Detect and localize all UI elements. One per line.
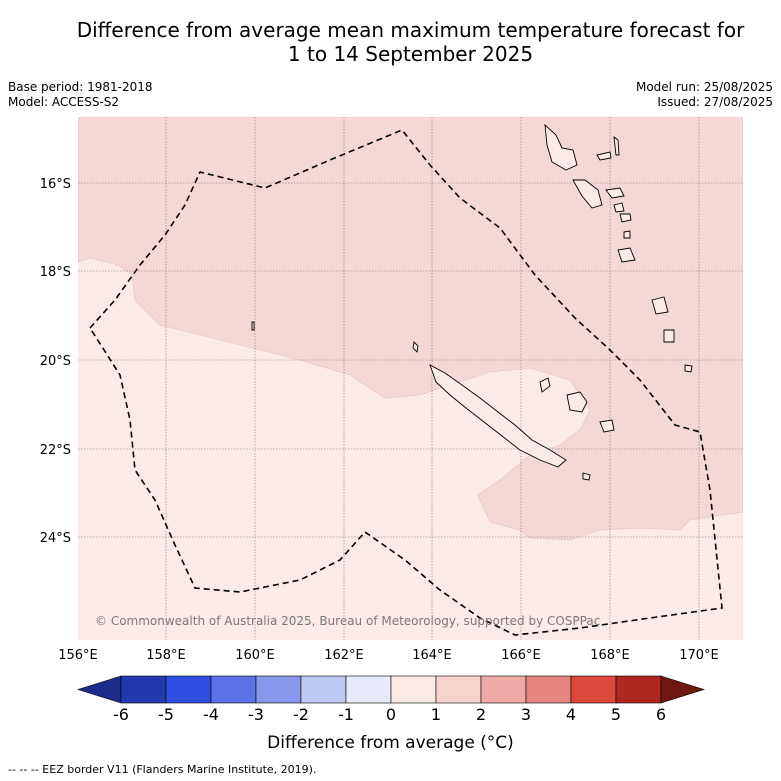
chesterfield-islet	[251, 321, 255, 331]
ouvea-island	[539, 377, 551, 393]
lat-label: 22°S	[40, 443, 71, 458]
colorbar-box	[300, 675, 347, 704]
lat-label: 20°S	[40, 354, 71, 369]
belep-island	[412, 341, 419, 353]
meta-left: Base period: 1981-2018 Model: ACCESS-S2	[8, 80, 153, 110]
model-name: Model: ACCESS-S2	[8, 95, 120, 109]
erromango-island	[617, 247, 636, 263]
colorbar-boxes	[76, 675, 706, 704]
lon-label: 156°E	[58, 648, 98, 663]
espiritu-santo-island	[544, 123, 578, 171]
malo-island	[596, 151, 612, 161]
landmasses	[251, 123, 693, 481]
walpole-island	[684, 364, 693, 373]
lat-labels: 16°S 18°S 20°S 22°S 24°S	[40, 177, 71, 546]
colorbar-tick-label: -4	[203, 705, 219, 724]
colorbar-tick-label: -3	[248, 705, 264, 724]
lon-labels: 156°E 158°E 160°E 162°E 164°E 166°E 168°…	[58, 648, 719, 663]
base-period: Base period: 1981-2018	[8, 80, 153, 94]
isle-of-pines-island	[582, 472, 591, 481]
colorbar-tick-label: 2	[476, 705, 486, 724]
copyright-text: © Commonwealth of Australia 2025, Bureau…	[95, 614, 600, 628]
colorbar-box	[390, 675, 437, 704]
lifou-island	[566, 391, 588, 413]
malakula-island	[572, 179, 603, 209]
lat-label: 24°S	[40, 531, 71, 546]
colorbar-label: Difference from average (°C)	[267, 733, 514, 753]
eez-legend: -- -- -- EEZ border V11 (Flanders Marine…	[8, 763, 317, 776]
grid-lines	[78, 117, 743, 640]
model-run: Model run: 25/08/2025	[635, 80, 773, 94]
colorbar-ticks: -6 -5 -4 -3 -2 -1 0 1 2 3 4 5 6	[113, 705, 666, 724]
colorbar-tick-label: -2	[293, 705, 309, 724]
lat-label: 18°S	[40, 265, 71, 280]
colorbar-tick-label: -6	[113, 705, 129, 724]
new-caledonia-island	[429, 364, 567, 468]
colorbar-box	[435, 675, 482, 704]
title-line-2: 1 to 14 September 2025	[287, 42, 534, 66]
colorbar-box	[120, 675, 167, 704]
lat-label: 16°S	[40, 177, 71, 192]
efate-island	[619, 213, 632, 223]
issued-date: Issued: 27/08/2025	[657, 95, 773, 109]
lon-label: 160°E	[235, 648, 275, 663]
hunter-island	[663, 329, 675, 343]
colorbar-extend-high	[660, 675, 706, 704]
lon-label: 164°E	[412, 648, 452, 663]
colorbar-tick-label: 5	[611, 705, 621, 724]
colorbar-tick-label: 6	[656, 705, 666, 724]
colorbar-box	[255, 675, 302, 704]
tanna-island	[623, 230, 631, 239]
colorbar-box	[480, 675, 527, 704]
title-line-1: Difference from average mean maximum tem…	[76, 18, 745, 42]
colorbar-tick-label: -5	[158, 705, 174, 724]
colorbar-box	[570, 675, 617, 704]
colorbar-extend-low	[76, 675, 122, 704]
colorbar-box	[165, 675, 212, 704]
mare-island	[599, 419, 615, 433]
pentecost-island	[613, 136, 620, 156]
colorbar-box	[210, 675, 257, 704]
colorbar-tick-label: 0	[386, 705, 396, 724]
colorbar-tick-label: 1	[431, 705, 441, 724]
eez-border	[88, 129, 723, 636]
ambrym-island	[605, 187, 625, 199]
colorbar-box	[525, 675, 572, 704]
lon-label: 168°E	[590, 648, 630, 663]
colorbar-tick-label: 4	[566, 705, 576, 724]
meta-right: Model run: 25/08/2025 Issued: 27/08/2025	[636, 80, 773, 110]
colorbar-tick-label: -1	[338, 705, 354, 724]
epi-island	[613, 202, 625, 213]
colorbar-box	[615, 675, 662, 704]
lon-label: 166°E	[501, 648, 541, 663]
region-1-to-2	[78, 117, 743, 541]
colorbar-tick-label: 3	[521, 705, 531, 724]
matthew-island	[651, 296, 669, 315]
lon-label: 158°E	[146, 648, 186, 663]
chart-title: Difference from average mean maximum tem…	[0, 18, 781, 66]
lon-label: 170°E	[679, 648, 719, 663]
lon-label: 162°E	[324, 648, 364, 663]
colorbar-box	[345, 675, 392, 704]
